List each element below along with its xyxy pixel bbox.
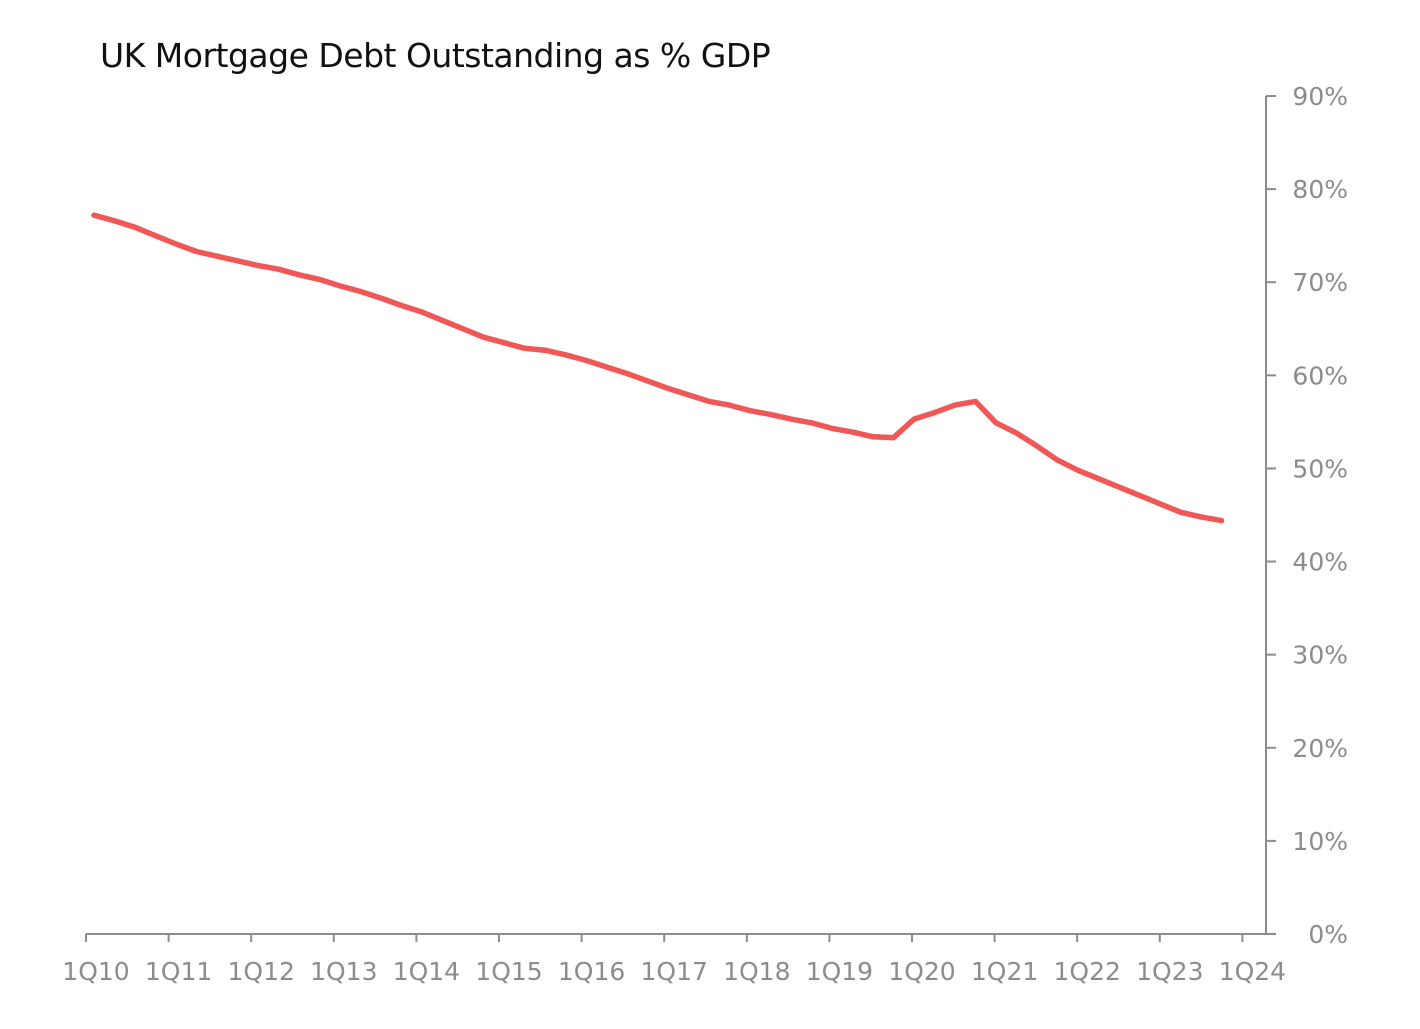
y-tick-label: 40%: [1292, 548, 1348, 577]
y-tick-label: 60%: [1292, 361, 1348, 390]
x-tick-label: 1Q18: [723, 957, 790, 986]
x-tick-label: 1Q17: [640, 957, 707, 986]
x-tick-label: 1Q13: [310, 957, 377, 986]
x-tick-label: 1Q10: [62, 957, 129, 986]
y-tick-label: 30%: [1292, 641, 1348, 670]
x-tick-label: 1Q24: [1219, 957, 1286, 986]
x-tick-label: 1Q11: [145, 957, 212, 986]
y-tick-label: 90%: [1292, 82, 1348, 111]
y-tick-label: 70%: [1292, 268, 1348, 297]
y-tick-label: 20%: [1292, 734, 1348, 763]
x-tick-label: 1Q15: [475, 957, 542, 986]
chart-title: UK Mortgage Debt Outstanding as % GDP: [100, 36, 771, 75]
y-tick-label: 0%: [1308, 920, 1348, 949]
y-tick-label: 80%: [1292, 175, 1348, 204]
x-tick-label: 1Q19: [806, 957, 873, 986]
x-tick-label: 1Q16: [558, 957, 625, 986]
x-tick-label: 1Q14: [393, 957, 460, 986]
x-tick-label: 1Q20: [888, 957, 955, 986]
x-tick-label: 1Q22: [1053, 957, 1120, 986]
series-line: [91, 212, 1225, 524]
x-tick-label: 1Q12: [227, 957, 294, 986]
x-tick-label: 1Q23: [1136, 957, 1203, 986]
y-tick-label: 10%: [1292, 827, 1348, 856]
y-tick-label: 50%: [1292, 454, 1348, 483]
x-tick-label: 1Q21: [971, 957, 1038, 986]
